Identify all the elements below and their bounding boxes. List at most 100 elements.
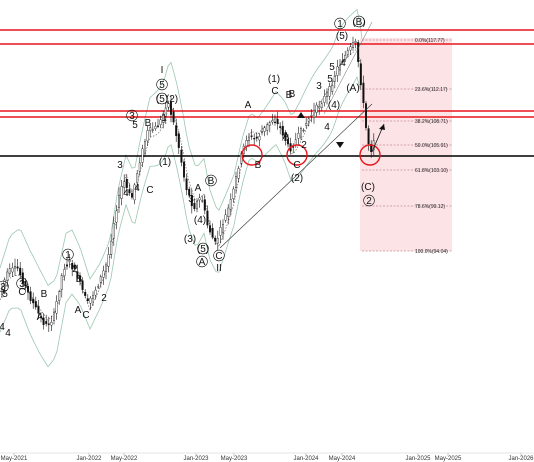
fib-level-label: 23.6%(112.17) [415, 87, 448, 93]
candle-body [164, 107, 167, 117]
wave-label-circle [213, 249, 225, 262]
wave-label: 3 [19, 279, 25, 290]
wave-label-circle [363, 194, 375, 207]
candle-body [284, 132, 287, 142]
wave-label: C [146, 185, 153, 196]
candle-body [198, 197, 201, 201]
wave-label-circle [334, 17, 346, 30]
candle-body [185, 178, 188, 191]
wave-label: B [145, 118, 152, 129]
candle-body [138, 162, 141, 172]
candle-body [206, 210, 209, 226]
candle-body [300, 128, 303, 138]
candle-body [112, 222, 115, 239]
candle-body [128, 189, 131, 194]
x-axis-tick-label: May-2023 [221, 456, 248, 462]
candle-body [203, 199, 206, 211]
x-axis-tick-label: Jan-2024 [293, 456, 319, 462]
candle-body [367, 128, 370, 145]
candle-body [89, 297, 92, 304]
wave-label: B [286, 90, 293, 101]
candle-body [268, 122, 271, 126]
candle-body [167, 102, 170, 108]
wave-label: (A) [346, 83, 359, 94]
candle-body [346, 50, 349, 55]
candle-body [125, 179, 128, 188]
wave-label: B [289, 89, 296, 100]
wave-label: 2 [301, 140, 307, 151]
wave-label: II [216, 263, 222, 274]
x-axis-tick-label: Jan-2026 [508, 456, 534, 462]
down-arrow [336, 142, 344, 148]
wave-label: C [215, 251, 222, 262]
candle-body [305, 122, 308, 126]
candle-body [255, 136, 258, 139]
wave-label: 3 [129, 111, 135, 122]
up-arrow [297, 112, 305, 118]
x-axis-tick-label: May-2025 [435, 456, 462, 462]
candle-body [37, 305, 40, 314]
candle-body [97, 286, 100, 288]
wave-label: (3) [184, 234, 196, 245]
candle-body [94, 289, 97, 296]
candle-body [258, 136, 261, 141]
wave-label: 2 [72, 264, 78, 275]
candle-body [370, 144, 373, 153]
bollinger-bands [0, 8, 379, 368]
wave-label: B [255, 160, 262, 171]
forecast-arrow-head [379, 124, 385, 130]
x-axis: May-2021 Jan-2022 May-2022 Jan-2023 May-2023… [0, 452, 534, 462]
candle-body [328, 86, 331, 97]
wave-label: (5) [336, 31, 348, 42]
candle-body [78, 275, 81, 281]
candle-body [151, 129, 154, 131]
x-axis-tick-label: Jan-2025 [405, 456, 431, 462]
candle-body [287, 139, 290, 145]
candle-body [156, 125, 159, 127]
fib-level-label: 100.0%(94.04) [415, 249, 448, 255]
wave-label: (2) [166, 94, 178, 105]
candle-body [201, 200, 204, 202]
wave-label: (5) [197, 244, 209, 255]
candle-body [53, 311, 56, 321]
candle-body [55, 301, 58, 314]
candle-body [34, 301, 37, 308]
moving-average-line [0, 47, 379, 321]
candle-body [29, 291, 32, 301]
candle-body [162, 113, 165, 123]
wave-label: B [208, 176, 215, 187]
candle-body [136, 173, 139, 184]
wave-label: B [76, 274, 83, 285]
candle-body [247, 136, 250, 141]
candle-body [107, 254, 110, 267]
fib-level-label: 0.0%(117.77) [415, 38, 445, 44]
wave-label-circle [156, 78, 168, 91]
candle-body [123, 181, 126, 188]
candle-body [45, 321, 48, 324]
wave-label: 4 [134, 183, 140, 194]
candle-body [357, 42, 360, 62]
wave-label: 5 [132, 120, 138, 131]
candle-body [359, 63, 362, 86]
support-circle [359, 144, 381, 166]
candle-body [318, 106, 321, 109]
channel-line [323, 21, 373, 115]
wave-label-circle [196, 255, 208, 268]
x-axis-tick-label: May-2021 [1, 456, 28, 462]
candle-body [182, 161, 185, 178]
candle-body [76, 271, 79, 279]
wave-label: 5 [329, 62, 335, 73]
candle-body [32, 298, 35, 304]
candle-body [86, 298, 89, 302]
candle-body [349, 46, 352, 51]
candle-body [11, 267, 14, 273]
wave-label-circle [0, 280, 9, 293]
bollinger-lower-band [0, 76, 379, 368]
wave-label-circle [16, 277, 28, 290]
candle-body [214, 237, 217, 242]
candle-body [341, 60, 344, 62]
candle-body [237, 168, 240, 179]
wave-label: 3 [316, 81, 322, 92]
candle-body [13, 266, 16, 269]
